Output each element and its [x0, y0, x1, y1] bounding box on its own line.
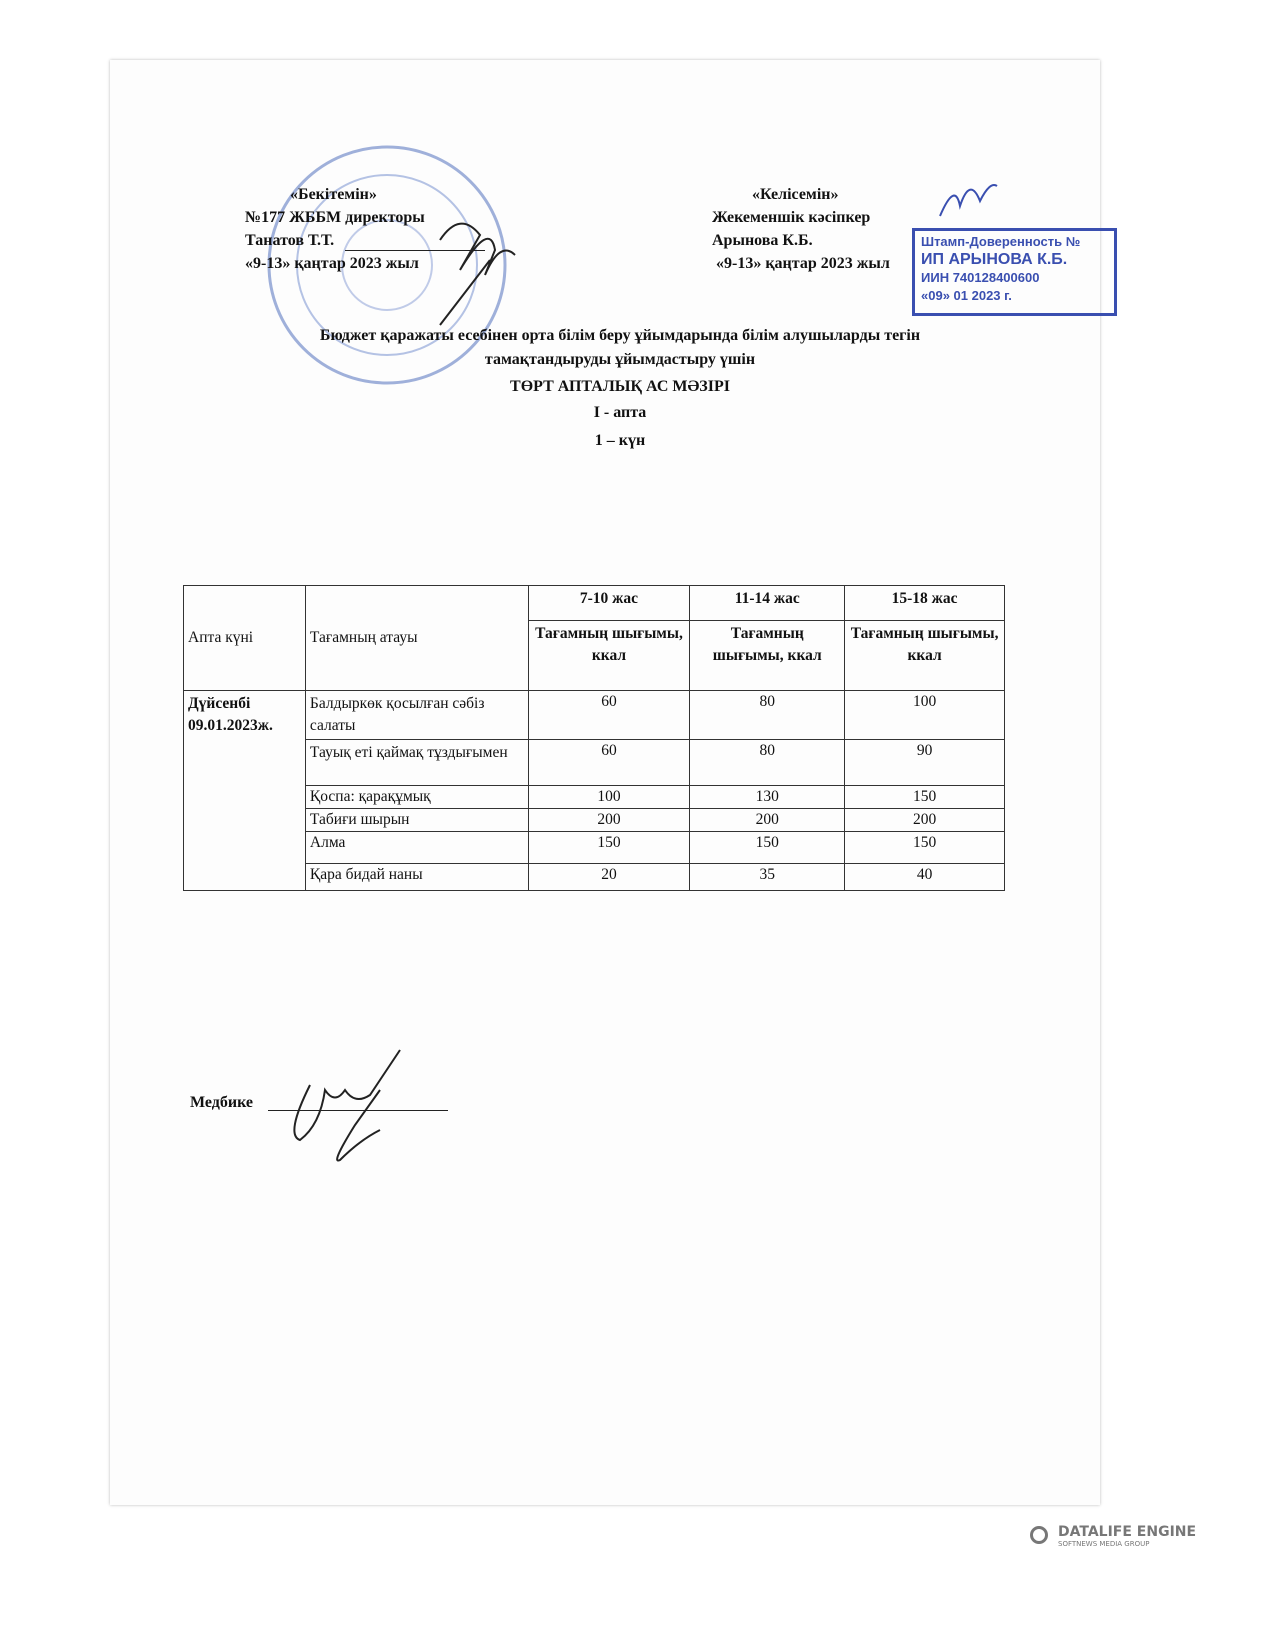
signature-line — [268, 1110, 448, 1111]
agreer-name: Арынова К.Б. — [712, 232, 813, 249]
dish-cell: Қара бидай наны — [304, 863, 529, 891]
header-age: 11-14 жас — [689, 585, 846, 621]
stamp-line: «09» 01 2023 г. — [921, 288, 1012, 303]
header-kcal: Тағамның шығымы, ккал — [689, 620, 846, 691]
round-seal — [267, 145, 507, 385]
agreer-signature — [939, 184, 998, 217]
watermark-sub: SOFTNEWS MEDIA GROUP — [1058, 1540, 1150, 1548]
dish-cell: Алма — [304, 831, 529, 864]
day-name: Дүйсенбі — [188, 695, 251, 712]
header-day: Апта күні — [183, 585, 306, 691]
kcal-cell: 150 — [689, 831, 846, 864]
kcal-cell: 35 — [689, 863, 846, 891]
kcal-cell: 150 — [844, 785, 1005, 809]
dish-cell: Табиғи шырын — [304, 808, 529, 832]
nurse-label: Медбике — [190, 1094, 254, 1111]
kcal-cell: 200 — [689, 808, 846, 832]
kcal-cell: 40 — [844, 863, 1005, 891]
kcal-cell: 60 — [527, 739, 691, 786]
kcal-cell: 90 — [844, 739, 1005, 786]
table-row: Қоспа: қарақұмық 100 130 150 — [184, 785, 1005, 809]
header-dish: Тағамның атауы — [304, 585, 529, 691]
kcal-cell: 100 — [844, 690, 1005, 740]
approve-label: «Бекітемін» — [290, 186, 377, 203]
director-signature — [439, 222, 516, 326]
title-main: ТӨРТ АПТАЛЫҚ АС МӘЗІРІ — [510, 378, 730, 395]
stamp-line: ИИН 740128400600 — [921, 270, 1040, 285]
kcal-cell: 80 — [689, 739, 846, 786]
header-kcal: Тағамның шығымы, ккал — [527, 620, 691, 691]
table-row: Табиғи шырын 200 200 200 — [184, 808, 1005, 832]
watermark-logo-icon — [1030, 1526, 1048, 1544]
approver-name: Танатов Т.Т. — [245, 232, 335, 249]
day-label: 1 – күн — [594, 432, 646, 449]
agree-label: «Келісемін» — [752, 186, 839, 203]
dish-cell: Тауық еті қаймақ тұздығымен — [304, 739, 529, 786]
kcal-cell: 100 — [527, 785, 691, 809]
header-age: 7-10 жас — [527, 585, 691, 621]
header-age: 15-18 жас — [844, 585, 1005, 621]
rect-stamp: Штамп-Доверенность № ИП АРЫНОВА К.Б. ИИН… — [912, 228, 1117, 316]
dish-cell: Қоспа: қарақұмық — [304, 785, 529, 809]
stamp-line: ИП АРЫНОВА К.Б. — [921, 251, 1068, 268]
watermark-brand: DATALIFE ENGINE — [1058, 1524, 1197, 1540]
agree-date: «9-13» қаңтар 2023 жыл — [716, 255, 890, 272]
title-line-2: тамақтандыруды ұйымдастыру үшін — [484, 351, 756, 368]
kcal-cell: 80 — [689, 690, 846, 740]
title-line-1: Бюджет қаражаты есебінен орта білім беру… — [319, 327, 921, 344]
kcal-cell: 60 — [527, 690, 691, 740]
table-row: Қара бидай наны 20 35 40 — [184, 863, 1005, 891]
watermark: DATALIFE ENGINE SOFTNEWS MEDIA GROUP — [1030, 1524, 1196, 1548]
table-row: Дүйсенбі 09.01.2023ж. Балдыркөк қосылған с… — [183, 690, 1005, 891]
kcal-cell: 200 — [527, 808, 691, 832]
approve-date: «9-13» қаңтар 2023 жыл — [245, 255, 419, 272]
agreer-position: Жекеменшік кәсіпкер — [712, 209, 871, 226]
table-row: Алма 150 150 150 — [184, 831, 1005, 864]
signature-line — [345, 250, 485, 251]
dish-cell: Балдыркөк қосылған сәбіз салаты — [304, 690, 529, 740]
kcal-cell: 20 — [527, 863, 691, 891]
stamp-line: Штамп-Доверенность № — [921, 234, 1081, 249]
day-cell: Дүйсенбі 09.01.2023ж. — [183, 690, 306, 891]
menu-table: Апта күні Тағамның атауы 7-10 жас 11-14 … — [183, 585, 1005, 891]
header-kcal: Тағамның шығымы, ккал — [844, 620, 1005, 691]
kcal-cell: 200 — [844, 808, 1005, 832]
kcal-cell: 150 — [527, 831, 691, 864]
table-row: Тауық еті қаймақ тұздығымен 60 80 90 — [184, 739, 1005, 786]
approver-position: №177 ЖББМ директоры — [245, 209, 425, 226]
week-label: I - апта — [593, 404, 647, 421]
kcal-cell: 150 — [844, 831, 1005, 864]
kcal-cell: 130 — [689, 785, 846, 809]
day-date: 09.01.2023ж. — [188, 717, 273, 734]
nurse-signature — [293, 1049, 401, 1162]
